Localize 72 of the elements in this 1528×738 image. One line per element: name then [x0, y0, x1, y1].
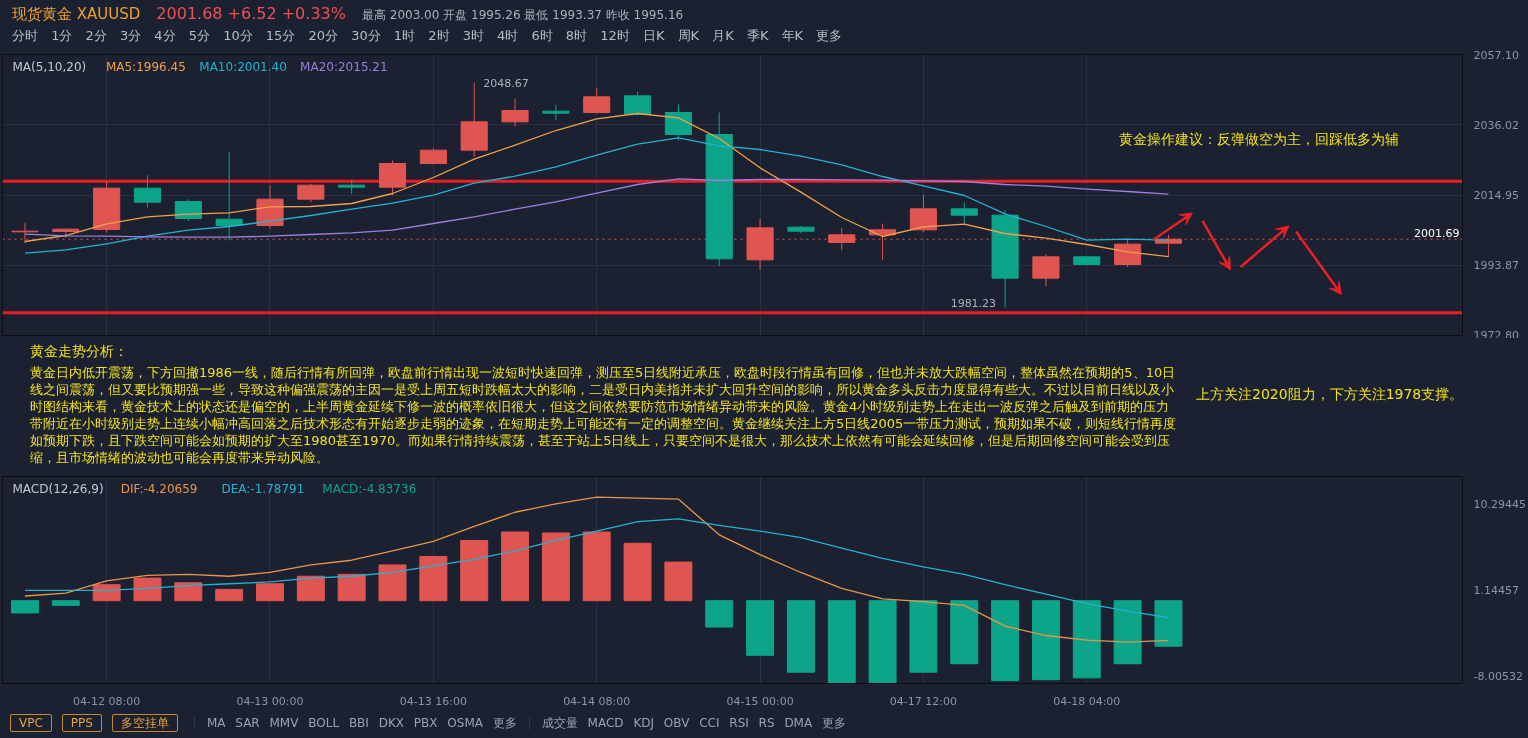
y-tick-label: 1993.87	[1473, 259, 1519, 273]
text: 黄金日内低开震荡，下方回撤1986一线，随后行情有所回弹，欧盘前行情出现一波短时快速回弹，测压至5日线附近承压，欧盘时段行情虽有回修，但也并未放大跌幅空间，整体虽然在预期的5、10日线之间震荡，但又要比预期强一些，导致这种偏强震荡的主因一是受上周五短时跌幅太大的影响，二是受日内美指并未扩大回升空间的影响，所以黄金多头反击力度显得有些大。不过以目前日线以及小时图结构来看，黄金技术上的状态还是偏空的，上半周黄金延续下修一波的概率依旧很大，但这之间依然要防范市场情绪异动带来的风险。黄金4小时级别走势上在走出一波反弹之后触及到前期的压力带附近在小时级别走势上连续小幅冲高回落之后技术形态有开始逐步走弱的迹象，在短期走势上可能还有一定的调整空间。黄金继续关注上方5日线2005一带压力测试，预期如果不破，则短线行情再度如预期下跌，且下跌空间可能会如预期的扩大至1980甚至1970。而如果行情持续震荡，甚至于站上5日线上，只要空间不是很大，那么技术上依然有可能会延续回修，但是后期回修空间可能会受到压缩，且市场情绪的波动也可能会再度带来异动风险。	[30, 364, 1178, 466]
bar	[541, 532, 570, 602]
x-tick-label: 04-18 04:00	[1053, 694, 1121, 708]
bar	[786, 600, 815, 673]
bar	[705, 600, 734, 628]
x-tick-label: 04-13 00:00	[236, 694, 304, 708]
y-tick-label: 2057.10	[1473, 48, 1519, 62]
y-tick-label: 1.14457	[1473, 583, 1519, 597]
chart-subtitle: 2001.68 +6.52 +0.33%	[156, 4, 346, 23]
text: 最高 2003.00 开盘 1995.26 最低 1993.37 昨收 1995.16	[361, 8, 684, 22]
bar	[133, 577, 162, 602]
x-tick-label: 04-13 16:00	[399, 694, 467, 708]
text: MA10:2001.40	[199, 59, 287, 74]
bar	[1031, 600, 1060, 681]
bar	[582, 531, 611, 602]
bar	[337, 573, 366, 602]
bar	[991, 600, 1020, 682]
chart-title: 现货黄金 XAUUSD	[12, 5, 141, 23]
text: 分时 1分 2分 3分 4分 5分 10分 15分 20分 30分 1时 2时 3时 4时 6时 8时 12时 日K 周K 月K 季K 年K 更多	[12, 28, 843, 43]
x-tick-label: 04-14 08:00	[563, 694, 631, 708]
annotation: 黄金操作建议：反弹做空为主，回踩低多为辅	[1119, 130, 1400, 147]
bar	[378, 564, 407, 602]
bar	[174, 582, 203, 602]
bar	[746, 600, 775, 656]
bar	[909, 600, 938, 673]
y-tick-label: 2036.02	[1473, 118, 1519, 132]
text: MA20:2015.21	[300, 59, 388, 74]
y-tick-label: 1972.80	[1473, 328, 1519, 342]
x-tick-label: 04-15 00:00	[726, 694, 794, 708]
text: DEA:-1.78791	[221, 481, 305, 496]
text: DIF:-4.20659	[120, 481, 198, 496]
bar	[623, 542, 652, 602]
candlestick	[215, 151, 243, 241]
y-tick-label: 2014.95	[1473, 189, 1519, 202]
bar	[1072, 600, 1101, 679]
bar	[92, 584, 121, 602]
bar	[10, 600, 39, 614]
bar	[664, 561, 693, 602]
text: 多空挂单	[111, 714, 178, 732]
bar	[419, 555, 448, 602]
bar	[1113, 600, 1142, 665]
legend-title: MA(5,10,20)	[12, 59, 87, 74]
text: 上方关注2020阻力，下方关注1978支撑。	[1196, 385, 1464, 404]
line-series	[24, 518, 1170, 619]
text: VPC	[10, 714, 52, 732]
annotation: 2048.67	[483, 76, 529, 90]
y-tick-label: -8.00532	[1473, 670, 1523, 684]
x-tick-label: 04-17 12:00	[889, 694, 958, 708]
bar	[868, 600, 897, 684]
bar	[827, 600, 856, 684]
bar	[296, 575, 325, 602]
text: MA5:1996.45	[105, 59, 186, 74]
text: 黄金走势分析：	[30, 342, 129, 361]
text: MACD:-4.83736	[322, 481, 417, 496]
bar	[1154, 600, 1183, 647]
bar	[501, 531, 530, 602]
y-tick-label: 10.29445	[1473, 497, 1526, 511]
x-tick-label: 04-12 08:00	[73, 694, 141, 708]
bar	[51, 600, 80, 606]
bar	[950, 600, 979, 665]
bar	[215, 588, 244, 602]
text: 成交量 MACD KDJ OBV CCI RSI RS DMA 更多	[528, 716, 846, 730]
candlestick	[542, 104, 570, 121]
text: PPS	[61, 714, 102, 732]
line-series	[24, 496, 1170, 643]
text: MA SAR MMV BOLL BBI DKX PBX OSMA 更多	[193, 716, 517, 730]
annotation: 1981.23	[950, 297, 997, 311]
bar	[460, 539, 489, 602]
bar	[256, 583, 284, 602]
text: 2001.69	[1414, 227, 1460, 241]
legend-title: MACD(12,26,9)	[12, 481, 104, 496]
